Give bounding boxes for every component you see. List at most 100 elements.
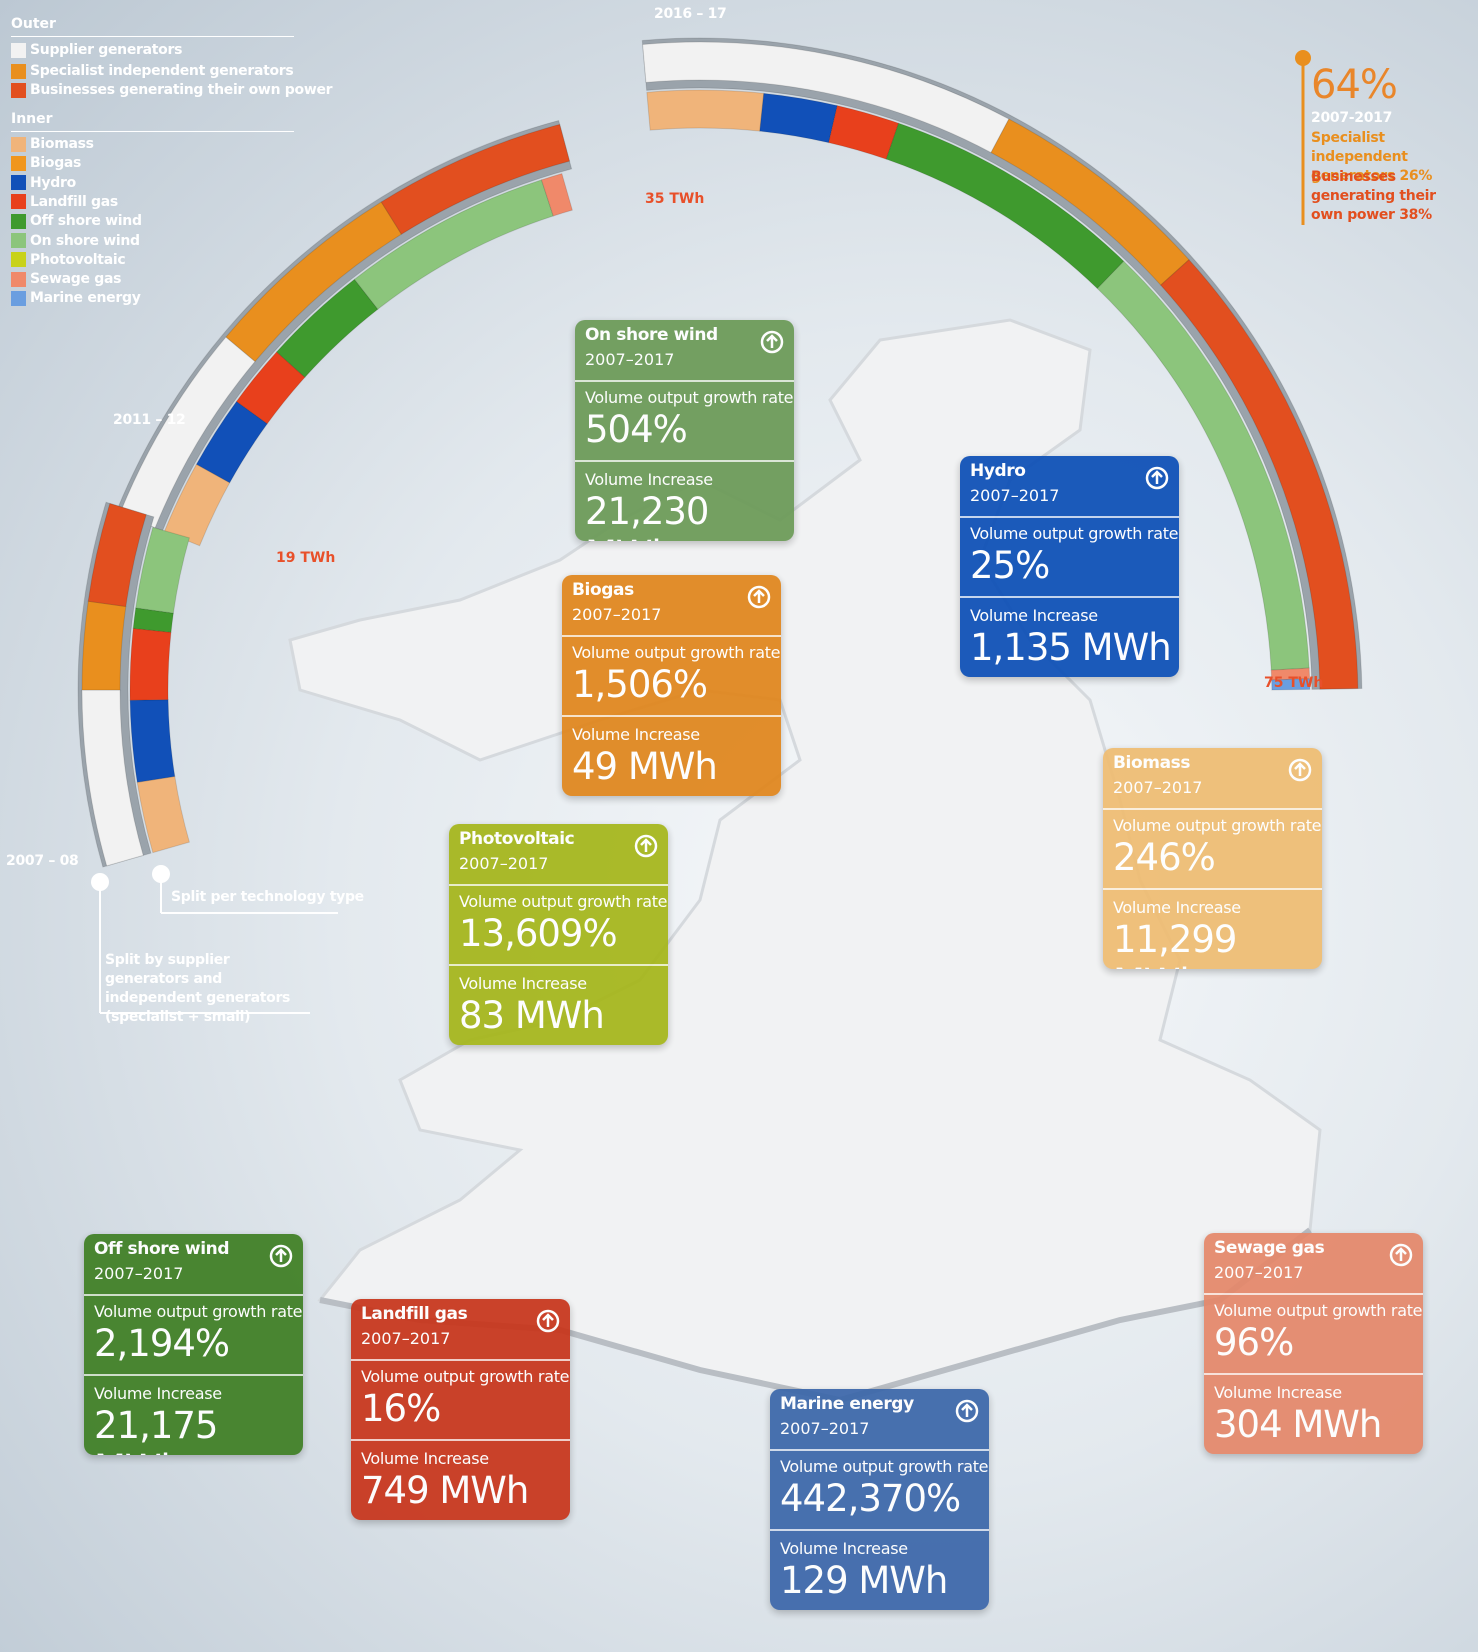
up-icon [269, 1244, 293, 1268]
growth-value: 13,609% [459, 912, 617, 955]
card-title: Hydro [970, 461, 1026, 481]
arc-segment [130, 628, 171, 700]
card-title: Off shore wind [94, 1239, 229, 1259]
arc-segment [647, 90, 764, 131]
legend-item: Supplier generators [11, 42, 182, 58]
arc-segment [130, 700, 175, 783]
highlight-dot [1295, 50, 1311, 66]
legend-swatch [11, 64, 26, 79]
card-period: 2007–2017 [585, 350, 674, 369]
legend-label: Supplier generators [30, 42, 182, 58]
increase-label: Volume Increase [459, 974, 587, 993]
card-title: Biomass [1113, 753, 1190, 773]
legend-item: Biomass [11, 136, 94, 152]
card-divider [1103, 808, 1322, 810]
card-divider [1204, 1373, 1423, 1375]
card-divider [351, 1439, 570, 1441]
legend-label: Specialist independent generators [30, 63, 293, 79]
card-period: 2007–2017 [780, 1419, 869, 1438]
card-divider [575, 380, 794, 382]
card: Landfill gas2007–2017Volume output growt… [351, 1299, 570, 1520]
card-divider [770, 1529, 989, 1531]
legend-item: Sewage gas [11, 271, 121, 287]
up-icon-arrow [1396, 1249, 1406, 1261]
growth-label: Volume output growth rate [1113, 816, 1321, 835]
increase-value: 21,230 MWh [585, 490, 794, 541]
card-divider [1204, 1293, 1423, 1295]
legend-label: Hydro [30, 175, 76, 191]
card-divider [84, 1294, 303, 1296]
up-icon-arrow [754, 591, 764, 603]
card-period: 2007–2017 [1113, 778, 1202, 797]
legend-label: Photovoltaic [30, 252, 125, 268]
highlight-line: Businesses generating their own power 38… [1311, 168, 1471, 225]
up-icon-arrow [1152, 472, 1162, 484]
up-icon [536, 1309, 560, 1333]
annotation: Split per technology type [171, 889, 364, 905]
increase-label: Volume Increase [1214, 1383, 1342, 1402]
legend-swatch [11, 214, 26, 229]
legend-item: Landfill gas [11, 194, 118, 210]
card-divider [770, 1449, 989, 1451]
card-period: 2007–2017 [459, 854, 548, 873]
infographic: Outer Inner Supplier generators Specialis… [0, 0, 1478, 1652]
increase-value: 1,135 MWh [970, 626, 1171, 669]
increase-label: Volume Increase [572, 725, 700, 744]
card-title: On shore wind [585, 325, 718, 345]
card: Off shore wind2007–2017Volume output gro… [84, 1234, 303, 1455]
growth-value: 96% [1214, 1321, 1293, 1364]
legend-swatch [11, 137, 26, 152]
increase-value: 749 MWh [361, 1469, 528, 1512]
growth-label: Volume output growth rate [780, 1457, 988, 1476]
legend-swatch [11, 233, 26, 248]
legend-rule [11, 131, 294, 132]
card-title: Sewage gas [1214, 1238, 1324, 1258]
increase-value: 21,175 MWh [94, 1404, 303, 1455]
legend-label: Biomass [30, 136, 94, 152]
increase-label: Volume Increase [780, 1539, 908, 1558]
period-label: 2016 – 17 [654, 6, 727, 22]
growth-value: 16% [361, 1387, 440, 1430]
legend-title: Outer [11, 16, 56, 32]
card-divider [449, 884, 668, 886]
legend-swatch [11, 291, 26, 306]
card-title: Photovoltaic [459, 829, 574, 849]
legend-swatch [11, 252, 26, 267]
growth-label: Volume output growth rate [585, 388, 793, 407]
arc-segment [82, 601, 126, 690]
card-divider [1103, 888, 1322, 890]
legend-item: Businesses generating their own power [11, 82, 332, 98]
increase-value: 129 MWh [780, 1559, 947, 1602]
up-icon-arrow [641, 840, 651, 852]
growth-label: Volume output growth rate [361, 1367, 569, 1386]
increase-label: Volume Increase [585, 470, 713, 489]
up-icon-arrow [962, 1405, 972, 1417]
card-period: 2007–2017 [970, 486, 1059, 505]
legend-label: Landfill gas [30, 194, 118, 210]
card: Hydro2007–2017Volume output growth rate2… [960, 456, 1179, 677]
legend-swatch [11, 272, 26, 287]
legend-label: Businesses generating their own power [30, 82, 332, 98]
growth-label: Volume output growth rate [572, 643, 780, 662]
increase-label: Volume Increase [94, 1384, 222, 1403]
card-divider [960, 596, 1179, 598]
up-icon [955, 1399, 979, 1423]
increase-label: Volume Increase [970, 606, 1098, 625]
card-divider [562, 635, 781, 637]
legend-item: Off shore wind [11, 213, 142, 229]
highlight-value: 64% [1311, 62, 1397, 108]
growth-value: 1,506% [572, 663, 707, 706]
legend-label: Biogas [30, 155, 81, 171]
card-period: 2007–2017 [94, 1264, 183, 1283]
highlight-period: 2007-2017 [1311, 110, 1392, 126]
growth-value: 2,194% [94, 1322, 229, 1365]
annotation: Split by supplier generators and indepen… [105, 951, 310, 1027]
legend-title: Inner [11, 111, 53, 127]
increase-value: 304 MWh [1214, 1403, 1381, 1446]
card-divider [562, 715, 781, 717]
legend-label: Sewage gas [30, 271, 121, 287]
card-period: 2007–2017 [361, 1329, 450, 1348]
